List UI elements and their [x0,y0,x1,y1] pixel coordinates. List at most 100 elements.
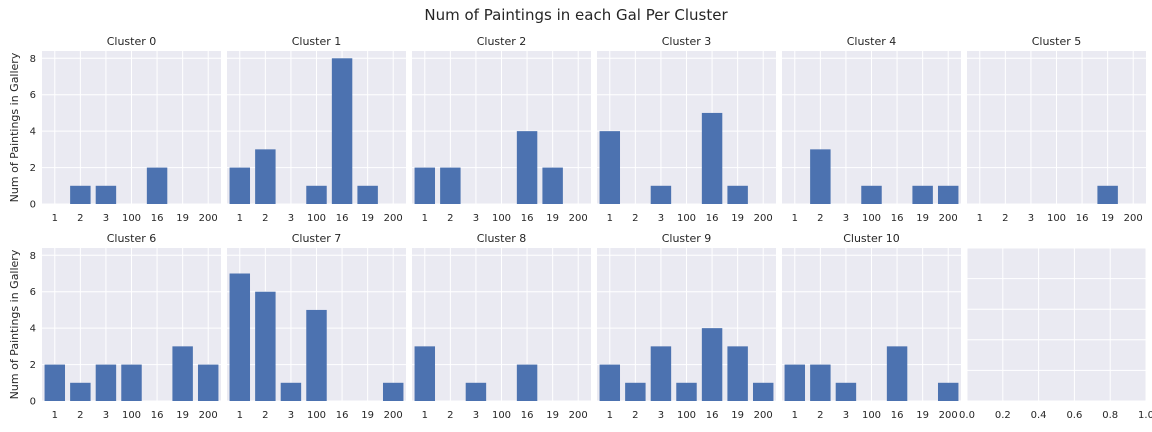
x-tick-label: 200 [384,213,403,224]
y-tick-label: 4 [30,324,36,335]
panel-title-cluster-2: Cluster 2 [477,35,527,48]
x-tick-label: 16 [891,213,904,224]
panel-title-cluster-6: Cluster 6 [107,232,157,245]
x-tick-label: 3 [288,213,294,224]
x-tick-label: 100 [1047,213,1066,224]
panel-title-cluster-0: Cluster 0 [107,35,157,48]
x-tick-label: 3 [1028,213,1034,224]
x-tick-label: 19 [176,410,189,421]
x-tick-label: 19 [731,213,744,224]
x-tick-label: 16 [706,410,719,421]
x-tick-label: 200 [199,213,218,224]
bar-cluster-8-1 [414,346,436,401]
bar-cluster-9-1 [599,364,621,401]
panel-title-cluster-4: Cluster 4 [847,35,897,48]
bar-cluster-10-1 [784,364,806,401]
bar-cluster-4-100 [861,185,882,204]
bar-cluster-3-1 [599,131,621,204]
bar-cluster-8-3 [465,382,487,401]
y-axis-label: Num of Paintings in Gallery [8,52,21,202]
x-tick-label: 19 [916,213,929,224]
x-tick-label: 3 [658,213,664,224]
bar-cluster-10-16 [886,346,908,401]
y-tick-label: 2 [30,360,36,371]
bar-cluster-7-3 [280,382,302,401]
panel-title-cluster-9: Cluster 9 [662,232,712,245]
x-tick-label: 16 [336,213,349,224]
bar-cluster-9-100 [676,382,697,401]
x-tick-label: 1 [607,410,613,421]
x-tick-label: 1 [422,213,428,224]
y-tick-label: 0 [30,397,36,408]
x-tick-label: 1 [607,213,613,224]
x-tick-label: 100 [122,410,141,421]
x-tick-label: 0.8 [1102,410,1118,421]
x-tick-label: 16 [151,213,164,224]
x-tick-label: 1 [237,213,243,224]
x-tick-label: 2 [632,410,638,421]
bar-cluster-5-19 [1097,185,1118,204]
bar-cluster-7-2 [255,291,276,401]
bar-cluster-2-16 [516,131,538,204]
x-tick-label: 19 [546,410,559,421]
x-tick-label: 19 [1101,213,1114,224]
x-tick-label: 200 [1124,213,1143,224]
panel-title-cluster-1: Cluster 1 [292,35,342,48]
x-tick-label: 3 [473,410,479,421]
x-tick-label: 3 [288,410,294,421]
x-tick-label: 2 [77,213,83,224]
x-tick-label: 1 [977,213,983,224]
x-tick-label: 100 [122,213,141,224]
x-tick-label: 19 [916,410,929,421]
x-tick-label: 100 [862,410,881,421]
x-tick-label: 2 [262,410,268,421]
y-tick-label: 8 [30,54,36,65]
panel-title-cluster-10: Cluster 10 [843,232,900,245]
x-tick-label: 19 [361,410,374,421]
panel-title-cluster-8: Cluster 8 [477,232,527,245]
bar-cluster-4-200 [937,185,959,204]
x-tick-label: 100 [677,213,696,224]
x-tick-label: 1 [237,410,243,421]
bar-cluster-2-2 [440,167,461,204]
bar-cluster-3-16 [701,112,723,204]
x-tick-label: 16 [336,410,349,421]
x-tick-label: 3 [843,213,849,224]
x-tick-label: 3 [103,213,109,224]
x-tick-label: 200 [384,410,403,421]
y-tick-label: 2 [30,163,36,174]
x-tick-label: 2 [447,410,453,421]
panel-background-empty [967,248,1146,401]
x-tick-label: 200 [754,410,773,421]
bar-cluster-1-100 [306,185,327,204]
bar-cluster-7-1 [229,273,251,401]
x-tick-label: 2 [817,213,823,224]
x-tick-label: 100 [307,410,326,421]
x-tick-label: 16 [521,410,534,421]
x-tick-label: 100 [677,410,696,421]
x-tick-label: 3 [103,410,109,421]
bar-cluster-10-2 [810,364,831,401]
x-tick-label: 3 [843,410,849,421]
y-axis-label: Num of Paintings in Gallery [8,249,21,399]
x-tick-label: 16 [1076,213,1089,224]
x-tick-label: 2 [447,213,453,224]
x-tick-label: 1 [792,213,798,224]
bar-cluster-4-19 [912,185,933,204]
panel-title-cluster-5: Cluster 5 [1032,35,1082,48]
bar-cluster-3-3 [650,185,672,204]
x-tick-label: 1 [422,410,428,421]
bar-cluster-7-200 [382,382,404,401]
x-tick-label: 0.4 [1031,410,1047,421]
bar-cluster-4-2 [810,149,831,204]
x-tick-label: 2 [817,410,823,421]
x-tick-label: 100 [307,213,326,224]
bar-cluster-9-3 [650,346,672,401]
x-tick-label: 200 [199,410,218,421]
x-tick-label: 100 [492,213,511,224]
x-tick-label: 1 [792,410,798,421]
x-tick-label: 16 [151,410,164,421]
x-tick-label: 2 [77,410,83,421]
bar-cluster-6-100 [121,364,142,401]
